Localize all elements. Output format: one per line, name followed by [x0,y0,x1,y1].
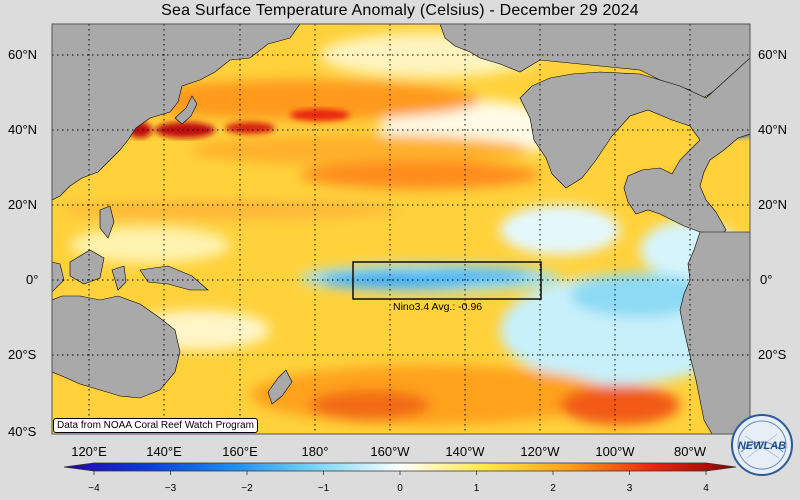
colorbar-tick-label: 2 [550,483,556,494]
nino34-average-label: Nino3.4 Avg.: -0.96 [393,301,483,313]
lat-label-right: 60°N [758,47,788,62]
colorbar-ticks [93,471,707,475]
colorbar-tick-label: 1 [473,483,480,494]
nino34-box [352,261,542,300]
newlab-logo: NEWLAB [731,414,793,476]
data-credit: Data from NOAA Coral Reef Watch Program [53,418,258,433]
lon-label: 100°W [595,444,635,459]
lon-label: 80°W [674,444,706,459]
land-north-america [519,57,750,239]
lat-label-right: 20°N [758,197,788,212]
lon-label: 160°E [222,444,258,459]
lat-label-left: 20°S [8,347,37,362]
land-south-america [679,231,750,434]
land-australia [52,295,181,399]
lat-label-right: 20°S [758,347,787,362]
colorbar-tick-label: −4 [88,483,100,494]
lon-label: 120°E [71,444,107,459]
lon-label: 180° [301,444,329,459]
colorbar-tick-label: −2 [241,483,253,494]
land-celebes [111,265,127,291]
land-new-guinea [139,265,209,291]
lat-label-left: 40°S [8,424,37,439]
lon-label: 120°W [520,444,560,459]
land-asia [52,24,301,201]
colorbar-tick-label: 4 [703,483,709,494]
svg-text:NEWLAB: NEWLAB [738,440,786,452]
colorbar-tick-label: 3 [626,483,633,494]
lat-label-left: 20°N [8,197,38,212]
lat-label-left: 60°N [8,47,38,62]
lat-label-left: 0° [26,272,39,287]
land-new-zealand [267,369,293,405]
land-japan [174,95,198,125]
lon-label: 160°W [370,444,410,459]
map-title: Sea Surface Temperature Anomaly (Celsius… [161,2,639,19]
colorbar-tick-label: −1 [317,483,330,494]
lon-label: 140°W [445,444,485,459]
colorbar-tick-label: −3 [164,483,177,494]
lat-label-right: 0° [760,272,773,287]
land-philippines [99,205,115,239]
colorbar [63,462,737,472]
map-frame [51,23,751,435]
land-borneo [69,249,105,285]
lat-label-left: 40°N [8,122,38,137]
lon-label: 140°E [146,444,182,459]
land-sumatra [52,261,65,293]
colorbar-tick-label: 0 [397,483,403,494]
lat-label-right: 40°N [758,122,788,137]
